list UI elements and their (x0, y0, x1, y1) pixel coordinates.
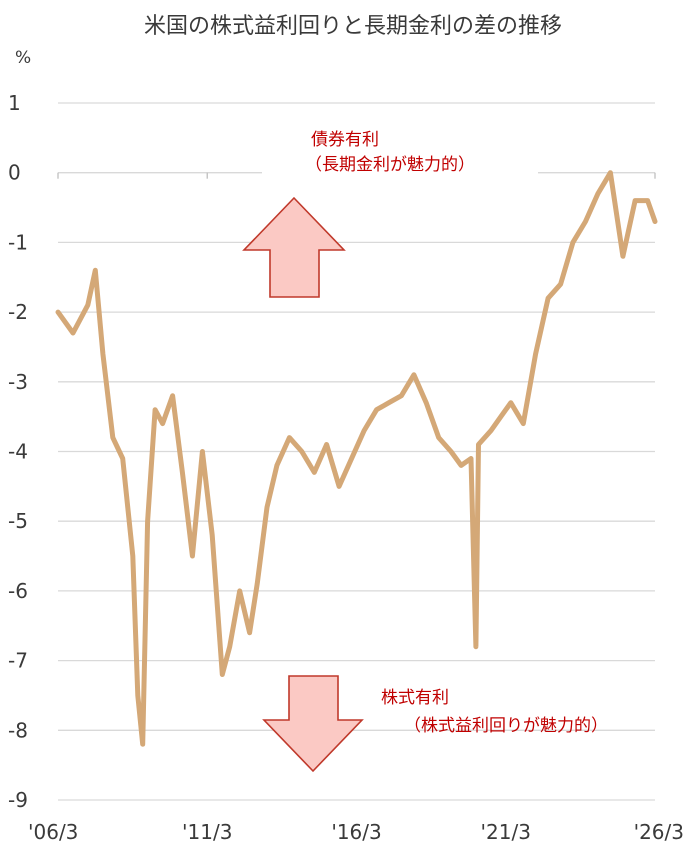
y-tick-label: 1 (8, 91, 21, 115)
x-tick-label: '26/3 (634, 820, 684, 844)
annotation-bond-subtitle: （長期金利が魅力的） (305, 155, 475, 175)
annotation-stock-subtitle: （株式益利回りが魅力的） (404, 716, 608, 736)
y-tick-label: -8 (8, 718, 28, 742)
y-tick-label: -2 (8, 300, 28, 324)
x-tick-label: '16/3 (331, 820, 381, 844)
chart-title: 米国の株式益利回りと長期金利の差の推移 (144, 14, 562, 39)
series-line (55, 170, 658, 747)
bond-favorable-arrow-icon (242, 196, 346, 298)
y-tick-label: -3 (8, 370, 28, 394)
y-tick-label: 0 (8, 161, 21, 185)
annotation-top-bg (262, 120, 538, 180)
y-tick-label: -9 (8, 788, 28, 812)
y-tick-labels: 1 0 -1 -2 -3 -4 -5 -6 -7 -8 -9 (8, 91, 28, 812)
y-tick-label: -5 (8, 509, 28, 533)
y-axis-unit: % (15, 48, 31, 68)
x-tick-labels: '06/3 '11/3 '16/3 '21/3 '26/3 (28, 820, 684, 844)
x-tick-label: '11/3 (182, 820, 232, 844)
x-tick-label: '21/3 (481, 820, 531, 844)
y-tick-label: -6 (8, 579, 28, 603)
x-tick-label: '06/3 (28, 820, 78, 844)
annotation-stock-title: 株式有利 (381, 688, 449, 708)
stock-favorable-arrow-icon (262, 675, 364, 773)
y-tick-label: -1 (8, 230, 28, 254)
y-tick-label: -7 (8, 649, 28, 673)
y-tick-label: -4 (8, 440, 28, 464)
annotation-bond-title: 債券有利 (311, 130, 379, 150)
